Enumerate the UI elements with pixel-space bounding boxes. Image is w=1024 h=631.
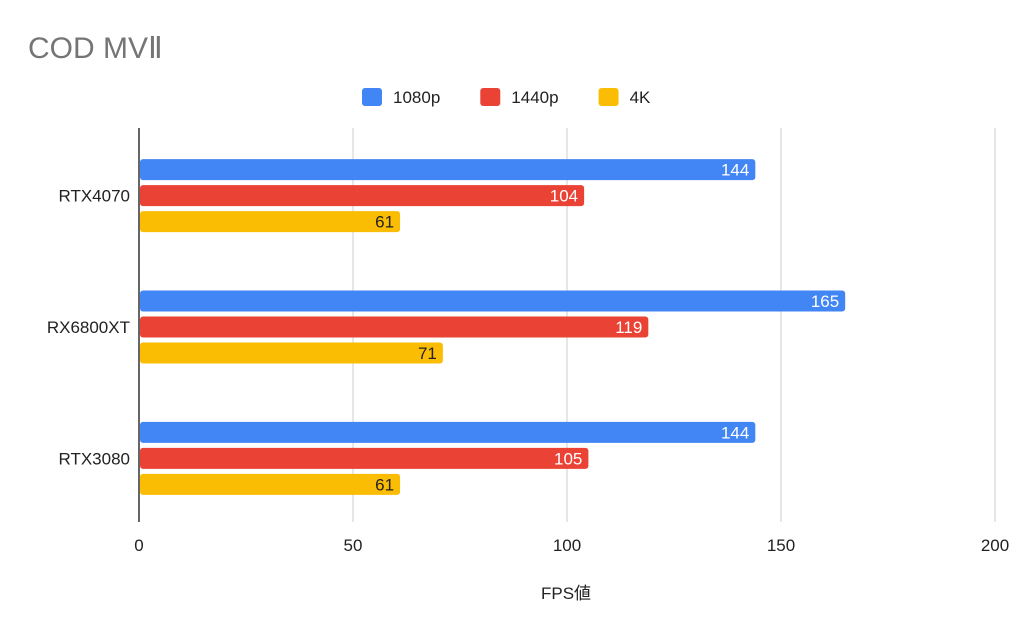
x-axis-label: FPS値: [541, 584, 591, 603]
legend-swatch: [598, 88, 619, 106]
bar-1440p: [140, 185, 585, 207]
bar-1440p: [140, 447, 589, 469]
legend-label: 1440p: [511, 88, 558, 107]
bar-1440p: [140, 316, 649, 338]
x-axis-ticks: 0 50 100 150 200: [134, 536, 1009, 555]
bar-4k: [140, 211, 401, 233]
y-axis-categories: RTX4070 RX6800XT RTX3080: [47, 187, 130, 469]
legend-swatch: [362, 88, 382, 106]
chart-title: COD MVⅡ: [28, 32, 163, 65]
data-label: 104: [550, 187, 578, 206]
legend-label: 1080p: [393, 88, 440, 107]
data-label: 61: [375, 213, 394, 232]
legend: 1080p 1440p 4K: [362, 88, 651, 107]
data-label: 61: [375, 475, 394, 494]
x-tick-label: 0: [134, 536, 143, 555]
category-label: RTX4070: [58, 187, 130, 206]
category-label: RTX3080: [58, 449, 130, 468]
x-tick-label: 100: [553, 536, 581, 555]
data-label: 71: [418, 344, 437, 363]
data-label: 144: [721, 161, 749, 180]
data-label: 165: [811, 292, 839, 311]
data-label: 105: [554, 449, 582, 468]
x-tick-label: 200: [981, 536, 1009, 555]
bar-1080p: [140, 290, 846, 312]
legend-label: 4K: [630, 88, 651, 107]
bar-1080p: [140, 421, 756, 443]
data-label: 144: [721, 423, 749, 442]
bar-1080p: [140, 159, 756, 181]
bar-4k: [140, 342, 443, 364]
bar-4k: [140, 473, 401, 495]
legend-swatch: [480, 88, 501, 106]
x-tick-label: 150: [767, 536, 795, 555]
bars: 144 104 61 165 119 71 144 105 61: [140, 159, 846, 495]
x-tick-label: 50: [344, 536, 363, 555]
data-label: 119: [615, 318, 642, 337]
category-label: RX6800XT: [47, 318, 130, 337]
